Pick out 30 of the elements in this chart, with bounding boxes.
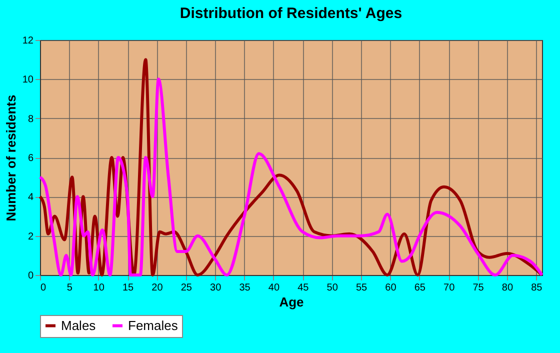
x-axis-title: Age [279, 294, 304, 310]
y-tick-label: 12 [22, 36, 34, 46]
y-axis-title: Number of residents [3, 94, 18, 222]
legend-label: Males [61, 318, 96, 333]
x-tick-label: 15 [122, 282, 134, 294]
x-tick-label: 30 [210, 282, 222, 294]
y-tick-label: 6 [28, 153, 34, 164]
x-tick-label: 75 [472, 282, 484, 294]
x-tick-label: 85 [531, 282, 543, 294]
x-tick-label: 40 [268, 282, 280, 294]
x-tick-label: 45 [298, 282, 310, 294]
y-tick-label: 4 [28, 192, 34, 204]
x-tick-label: 55 [356, 282, 368, 294]
x-tick-label: 50 [326, 282, 338, 294]
x-tick-label: 0 [40, 282, 46, 294]
x-tick-label: 70 [444, 282, 456, 294]
x-tick-label: 80 [502, 282, 514, 294]
x-tick-label: 65 [414, 282, 426, 294]
chart-title: Distribution of Residents' Ages [180, 5, 402, 22]
y-tick-label: 10 [22, 74, 34, 86]
x-tick-label: 25 [180, 282, 192, 294]
y-tick-label: 0 [28, 270, 34, 282]
y-tick-label: 8 [28, 114, 34, 125]
x-tick-label: 5 [66, 282, 73, 294]
x-tick-label: 10 [93, 282, 105, 294]
x-tick-label: 20 [152, 282, 164, 294]
legend-label: Females [128, 318, 178, 333]
y-tick-label: 2 [28, 231, 34, 242]
x-tick-label: 35 [239, 282, 251, 294]
x-tick-label: 60 [385, 282, 397, 294]
